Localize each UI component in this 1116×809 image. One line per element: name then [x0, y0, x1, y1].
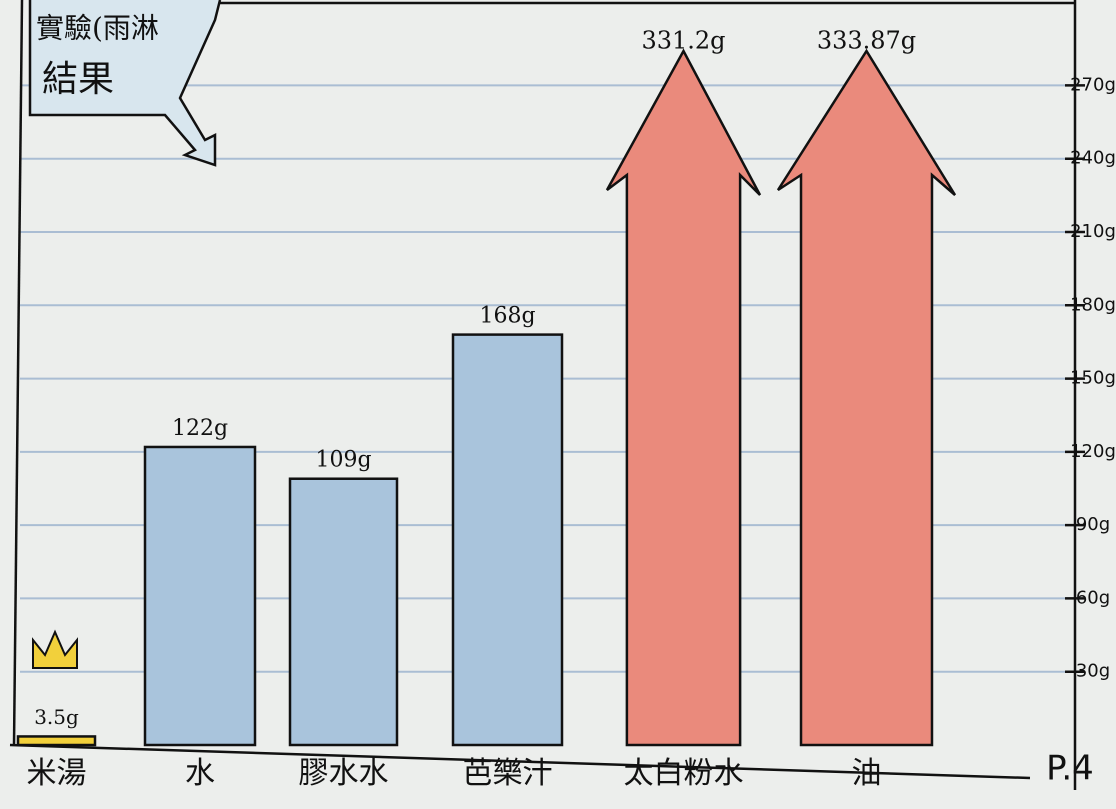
x-tick-label: 太白粉水 [624, 756, 744, 791]
value-label: 333.87g [817, 27, 916, 55]
y-tick-label: 270g [1070, 74, 1116, 95]
y-tick-label: 180g [1070, 294, 1116, 315]
bar [451, 333, 564, 747]
chart-title: 實驗(雨淋 [36, 12, 159, 45]
bar [143, 445, 257, 747]
chart-subtitle: 結果 [42, 59, 114, 100]
baseline [9, 743, 1031, 780]
x-tick-label: 米湯 [27, 756, 87, 791]
value-label: 3.5g [34, 705, 79, 729]
overflow-arrow [776, 48, 957, 747]
marks [16, 48, 957, 747]
y-tick-label: 90g [1076, 514, 1110, 535]
y-tick-label: 210g [1070, 221, 1116, 242]
bar [288, 477, 399, 747]
x-tick-label: 油 [852, 756, 882, 791]
y-tick-label: 30g [1076, 661, 1110, 682]
x-tick-label: 芭樂汁 [463, 756, 553, 791]
left-border [12, 0, 24, 746]
y-tick-label: 240g [1070, 148, 1116, 169]
crown-icon [32, 629, 78, 669]
value-label: 168g [479, 304, 535, 329]
x-tick-label: 水 [185, 756, 215, 791]
title-box [28, 0, 222, 167]
value-label: 109g [315, 448, 371, 473]
y-tick-label: 150g [1070, 368, 1116, 389]
value-label: 122g [172, 416, 228, 441]
x-tick-label: 膠水水 [299, 756, 389, 791]
bar [16, 735, 97, 747]
y-tick-label: 60g [1076, 587, 1110, 608]
page-label: P.4 [1046, 749, 1094, 789]
overflow-arrow [605, 48, 762, 747]
value-label: 331.2g [641, 27, 725, 55]
y-tick-label: 120g [1070, 441, 1116, 462]
